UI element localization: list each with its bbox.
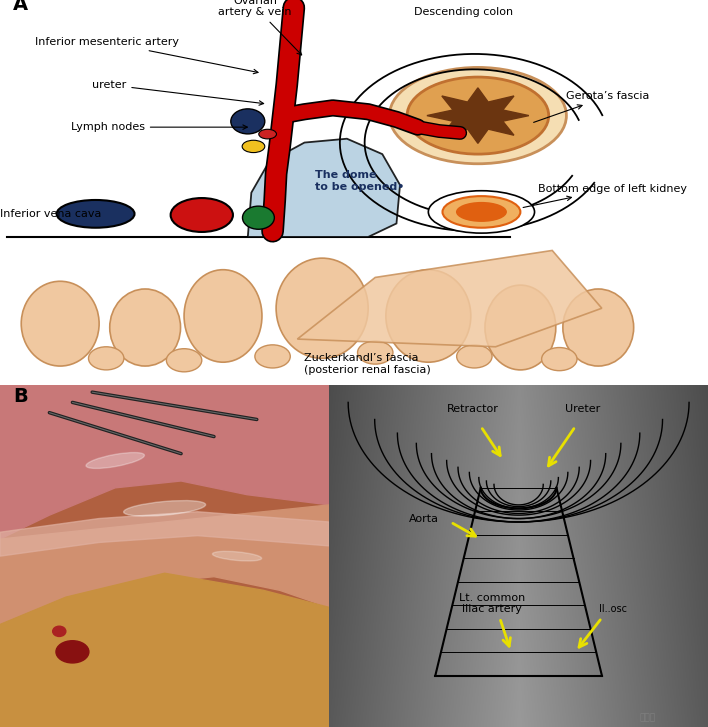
Polygon shape (333, 62, 616, 223)
Ellipse shape (212, 551, 262, 561)
Text: Ovarian
artery & vein: Ovarian artery & vein (218, 0, 302, 55)
Ellipse shape (407, 77, 549, 154)
Text: Bottom edge of left kidney: Bottom edge of left kidney (523, 184, 687, 207)
Text: Descending colon: Descending colon (414, 7, 513, 17)
Ellipse shape (389, 68, 566, 164)
Ellipse shape (428, 190, 535, 233)
Ellipse shape (563, 289, 634, 366)
Text: Lt. common
iliac artery: Lt. common iliac artery (459, 593, 525, 614)
Ellipse shape (386, 270, 471, 362)
Ellipse shape (456, 202, 507, 222)
Polygon shape (0, 573, 329, 727)
Text: Inferior mesenteric artery: Inferior mesenteric artery (35, 37, 258, 73)
Ellipse shape (542, 348, 577, 371)
Ellipse shape (88, 347, 124, 370)
Text: Inferior vena cava: Inferior vena cava (0, 209, 101, 219)
Text: 张师前: 张师前 (640, 713, 656, 722)
Ellipse shape (276, 258, 368, 358)
Ellipse shape (358, 341, 393, 364)
Text: Il..osc: Il..osc (599, 604, 627, 614)
Ellipse shape (124, 501, 205, 516)
Polygon shape (0, 385, 329, 539)
Polygon shape (297, 250, 602, 347)
Text: Lymph nodes: Lymph nodes (71, 122, 247, 132)
Polygon shape (0, 505, 329, 624)
Text: Gerota’s fascia: Gerota’s fascia (534, 92, 650, 122)
Ellipse shape (242, 140, 265, 153)
Text: Zuckerkandl’s fascia
(posterior renal fascia): Zuckerkandl’s fascia (posterior renal fa… (304, 353, 431, 375)
Text: Retractor: Retractor (447, 404, 499, 414)
Ellipse shape (442, 196, 520, 228)
Ellipse shape (166, 349, 202, 371)
Text: B: B (13, 387, 28, 406)
Ellipse shape (57, 200, 135, 228)
Ellipse shape (184, 270, 262, 362)
Text: The dome
to be opened•: The dome to be opened• (315, 170, 404, 192)
Ellipse shape (21, 281, 99, 366)
Ellipse shape (86, 452, 144, 468)
Ellipse shape (485, 285, 556, 370)
Ellipse shape (171, 198, 233, 232)
Polygon shape (248, 139, 400, 237)
Ellipse shape (258, 129, 276, 139)
Polygon shape (0, 512, 329, 556)
Ellipse shape (110, 289, 181, 366)
Text: Aorta: Aorta (409, 513, 439, 523)
Polygon shape (427, 88, 529, 143)
Ellipse shape (231, 109, 265, 134)
Ellipse shape (52, 626, 66, 636)
Ellipse shape (56, 640, 89, 663)
Ellipse shape (242, 206, 274, 229)
Ellipse shape (457, 345, 492, 368)
Text: Ureter: Ureter (566, 404, 600, 414)
Ellipse shape (255, 345, 290, 368)
Text: ureter: ureter (92, 80, 263, 105)
Text: A: A (13, 0, 28, 14)
